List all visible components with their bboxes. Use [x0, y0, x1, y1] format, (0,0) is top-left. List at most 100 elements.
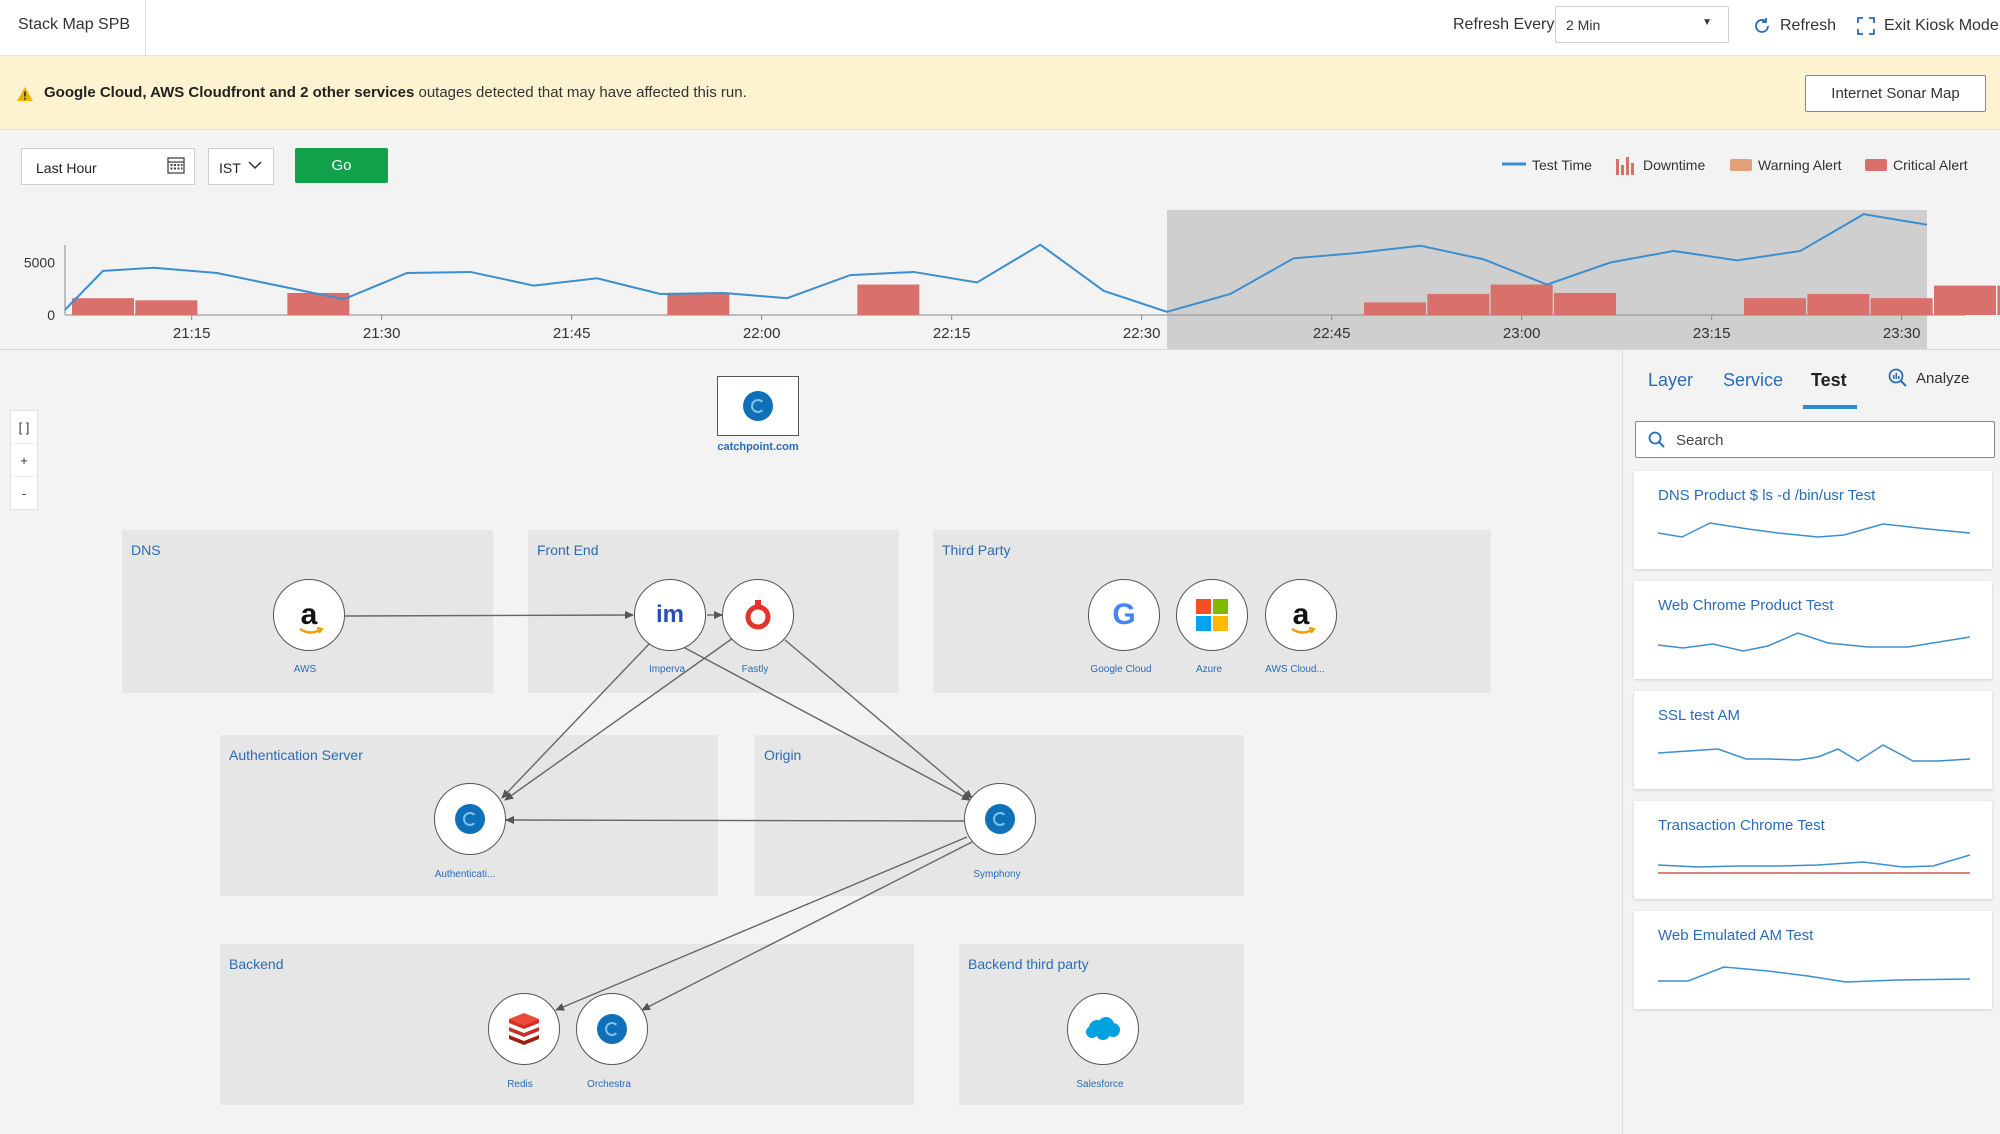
x-tick-label: 21:30: [363, 325, 401, 342]
critical-alert-bar: [1490, 284, 1553, 315]
go-button[interactable]: Go: [295, 148, 388, 183]
node-aws-label: AWS: [293, 664, 317, 675]
x-tick-label: 23:30: [1883, 325, 1921, 342]
node-azure-label: Azure: [1195, 664, 1223, 675]
warning-icon: [17, 87, 33, 101]
date-range-input[interactable]: Last Hour: [21, 148, 195, 185]
outage-alert-text: Google Cloud, AWS Cloudfront and 2 other…: [44, 84, 747, 101]
downtime-bars-icon: [1616, 157, 1634, 175]
root-node-catchpoint[interactable]: [717, 376, 799, 436]
active-tab-indicator: [1803, 405, 1857, 409]
critical-alert-bar: [1744, 298, 1806, 315]
critical-alert-bar: [1554, 292, 1616, 315]
analyze-button[interactable]: Analyze: [1888, 368, 1969, 388]
node-redis[interactable]: [488, 993, 560, 1065]
legend-critical-alert: Critical Alert: [1865, 152, 1968, 178]
x-tick-label: 21:15: [173, 325, 211, 342]
calendar-icon[interactable]: [167, 156, 185, 174]
top-bar: Stack Map SPB Refresh Every 2 Min ▼ Refr…: [0, 0, 2000, 56]
test-card-title: Web Chrome Product Test: [1658, 597, 1834, 614]
exit-kiosk-mode-button[interactable]: Exit Kiosk Mode: [1856, 12, 1999, 40]
tab-layer[interactable]: Layer: [1648, 370, 1694, 390]
node-aws[interactable]: a: [273, 579, 345, 651]
warning-swatch-icon: [1730, 159, 1752, 171]
critical-alert-bar: [1364, 302, 1426, 315]
legend-critical-alert-label: Critical Alert: [1893, 157, 1968, 173]
refresh-icon: [1755, 18, 1769, 33]
group-backend-third-party-title: Backend third party: [968, 956, 1089, 972]
node-salesforce-label: Salesforce: [1076, 1079, 1124, 1090]
node-orchestra-label: Orchestra: [587, 1079, 631, 1090]
outage-message: outages detected that may have affected …: [414, 84, 747, 101]
test-card-3[interactable]: Transaction Chrome Test: [1634, 801, 1992, 899]
node-azure[interactable]: [1176, 579, 1248, 651]
node-imperva[interactable]: im: [634, 579, 706, 651]
legend-test-time: Test Time: [1502, 152, 1592, 178]
test-card-title: SSL test AM: [1658, 707, 1740, 724]
salesforce-cloud-icon: [1086, 1017, 1120, 1040]
test-card-4[interactable]: Web Emulated AM Test: [1634, 911, 1992, 1009]
right-panel: Layer Service Test Analyze DNS Product $…: [1622, 350, 2000, 1134]
node-symphony[interactable]: [964, 783, 1036, 855]
zoom-in-button[interactable]: +: [11, 444, 37, 477]
internet-sonar-map-button[interactable]: Internet Sonar Map: [1805, 75, 1986, 112]
node-fastly[interactable]: [722, 579, 794, 651]
group-dns-title: DNS: [131, 542, 161, 558]
group-backend-title: Backend: [229, 956, 284, 972]
refresh-every-label: Refresh Every: [1453, 16, 1555, 33]
fit-to-screen-button[interactable]: [ ]: [11, 411, 37, 444]
zoom-out-button[interactable]: -: [21, 486, 27, 501]
root-node-label: catchpoint.com: [717, 441, 799, 453]
node-authentication-server[interactable]: [434, 783, 506, 855]
test-sparkline: [1658, 966, 1970, 983]
catchpoint-icon: [743, 391, 773, 421]
node-google-cloud-label: Google Cloud: [1090, 664, 1152, 675]
test-sparkline: [1658, 744, 1970, 762]
timeline-selection-range[interactable]: [1167, 210, 1927, 350]
test-time-timeline-chart[interactable]: 5000 0 21:15 21:30 21:45 22:00 22:15 22:30 22:45…: [0, 200, 2000, 350]
critical-alert-bar: [1870, 298, 1933, 315]
critical-alert-bar: [857, 284, 920, 315]
analyze-label: Analyze: [1916, 369, 1970, 387]
catchpoint-icon: [597, 1014, 627, 1044]
node-google-cloud[interactable]: G: [1088, 579, 1160, 651]
legend-downtime-label: Downtime: [1643, 157, 1706, 173]
zoom-controls: [ ] + -: [10, 410, 38, 510]
test-search-input[interactable]: [1676, 430, 1976, 450]
legend-downtime: Downtime: [1615, 152, 1705, 178]
group-front-end-title: Front End: [537, 542, 599, 558]
test-sparkline: [1658, 522, 1970, 538]
critical-alert-bar: [1934, 285, 1996, 315]
legend-warning-alert: Warning Alert: [1730, 152, 1842, 178]
critical-alert-bar: [135, 300, 198, 315]
test-card-1[interactable]: Web Chrome Product Test: [1634, 581, 1992, 679]
legend-test-time-label: Test Time: [1532, 157, 1592, 173]
refresh-interval-select[interactable]: 2 Min ▼: [1555, 6, 1729, 43]
group-authentication-server-title: Authentication Server: [229, 747, 363, 763]
outage-services: Google Cloud, AWS Cloudfront and 2 other…: [44, 84, 415, 101]
redis-icon: [509, 1013, 539, 1045]
tab-service[interactable]: Service: [1723, 370, 1784, 390]
timezone-select[interactable]: IST: [208, 148, 274, 185]
node-authentication-server-label: Authenticati...: [434, 869, 496, 880]
node-orchestra[interactable]: [576, 993, 648, 1065]
node-aws-cloudfront[interactable]: a: [1265, 579, 1337, 651]
node-salesforce[interactable]: [1067, 993, 1139, 1065]
refresh-button[interactable]: Refresh: [1752, 12, 1836, 40]
catchpoint-icon: [985, 804, 1015, 834]
google-icon: G: [1112, 598, 1136, 631]
test-sparkline: [1658, 854, 1970, 874]
test-sparkline: [1658, 632, 1970, 652]
tab-test[interactable]: Test: [1811, 370, 1847, 390]
test-card-0[interactable]: DNS Product $ ls -d /bin/usr Test: [1634, 471, 1992, 569]
search-icon: [1648, 431, 1665, 448]
refresh-interval-value: 2 Min: [1566, 17, 1601, 33]
test-card-2[interactable]: SSL test AM: [1634, 691, 1992, 789]
chevron-down-icon: [248, 161, 262, 170]
outage-alert-banner: Google Cloud, AWS Cloudfront and 2 other…: [0, 56, 2000, 130]
panel-tabs: Layer Service Test Analyze: [1623, 350, 2000, 410]
node-aws-cloudfront-label: AWS Cloud...: [1265, 664, 1325, 675]
group-third-party-title: Third Party: [942, 542, 1011, 558]
exit-kiosk-mode-label: Exit Kiosk Mode: [1884, 17, 1999, 34]
test-card-title: DNS Product $ ls -d /bin/usr Test: [1658, 487, 1876, 504]
